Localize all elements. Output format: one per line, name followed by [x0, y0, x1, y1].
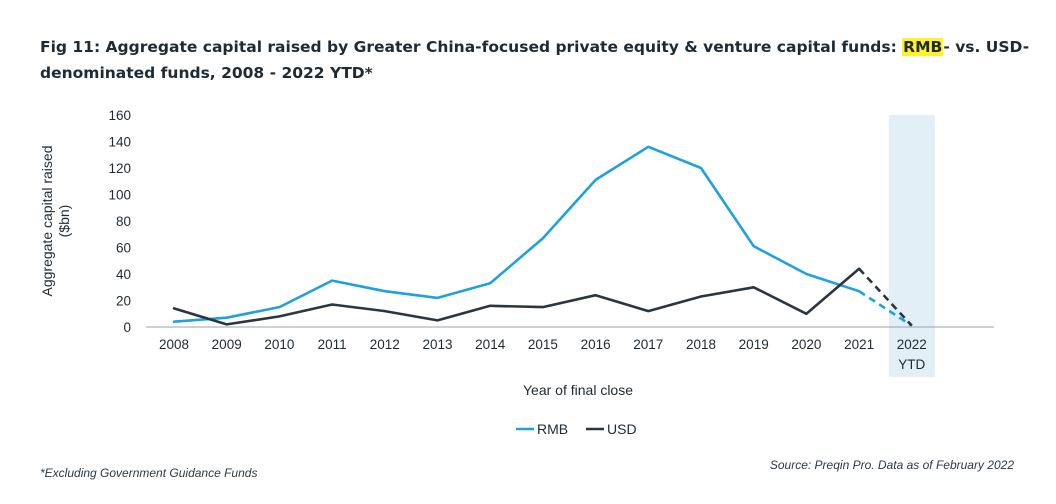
- x-tick-label: 2009: [212, 337, 242, 352]
- y-axis-title: Aggregate capital raised($bn): [39, 146, 72, 297]
- x-tick-label: 2012: [370, 337, 400, 352]
- x-tick-label: 2010: [264, 337, 294, 352]
- footnote: *Excluding Government Guidance Funds: [40, 466, 258, 480]
- title-text-after: - vs. USD-denominated funds, 2008 - 2022…: [40, 38, 1030, 82]
- y-tick-label: 60: [116, 241, 131, 256]
- y-tick-label: 40: [116, 267, 131, 282]
- x-tick-label: 2022: [897, 337, 927, 352]
- y-tick-label: 140: [108, 135, 131, 150]
- y-tick-label: 20: [116, 294, 131, 309]
- series-line-usd: [172, 267, 861, 326]
- x-tick-label: 2013: [422, 337, 452, 352]
- y-tick-label: 80: [116, 214, 131, 229]
- x-tick-label: 2014: [475, 337, 506, 352]
- x-axis-title: Year of final close: [523, 382, 633, 398]
- x-tick-label: 2019: [739, 337, 769, 352]
- x-tick-label-ytd: YTD: [898, 357, 925, 372]
- y-tick-label: 100: [108, 188, 131, 203]
- series-dashed-usd: [858, 267, 913, 327]
- legend-label-rmb: RMB: [537, 421, 568, 437]
- x-tick-label: 2018: [686, 337, 716, 352]
- y-tick-label: 0: [123, 320, 131, 335]
- chart-title: Fig 11: Aggregate capital raised by Grea…: [40, 34, 1040, 86]
- title-text-before: Fig 11: Aggregate capital raised by Grea…: [40, 38, 903, 56]
- x-tick-label: 2021: [844, 337, 874, 352]
- series-line-rmb: [172, 145, 861, 324]
- legend-label-usd: USD: [607, 421, 637, 437]
- x-tick-label: 2011: [318, 337, 347, 352]
- x-tick-label: 2020: [791, 337, 821, 352]
- source-note: Source: Preqin Pro. Data as of February …: [769, 458, 1014, 472]
- y-tick-label: 120: [108, 161, 131, 176]
- x-tick-label: 2016: [581, 337, 611, 352]
- title-highlight: RMB: [902, 38, 944, 56]
- x-tick-label: 2017: [633, 337, 663, 352]
- ytd-band: [888, 115, 935, 377]
- x-tick-label: 2015: [528, 337, 558, 352]
- y-tick-label: 160: [108, 108, 131, 123]
- series-dashed-rmb: [858, 290, 913, 327]
- x-tick-label: 2008: [159, 337, 189, 352]
